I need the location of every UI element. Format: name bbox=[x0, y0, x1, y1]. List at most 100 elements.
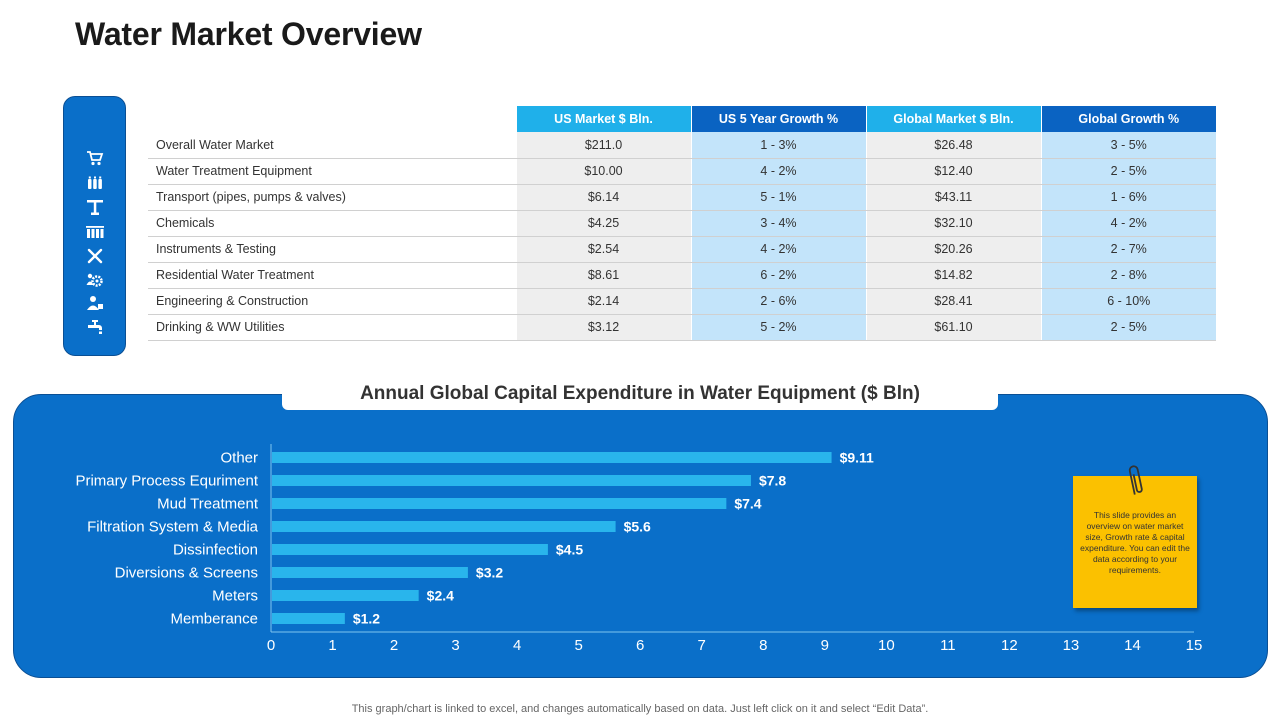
cart-icon bbox=[84, 149, 106, 167]
chart-title: Annual Global Capital Expenditure in Wat… bbox=[282, 377, 998, 410]
x-tick-label: 2 bbox=[390, 637, 398, 654]
row-label: Water Treatment Equipment bbox=[148, 158, 516, 185]
data-label: $7.8 bbox=[759, 473, 786, 489]
row-label: Engineering & Construction bbox=[148, 288, 516, 315]
header-us-market: US Market $ Bln. bbox=[515, 106, 691, 132]
paperclip-icon bbox=[1128, 465, 1143, 495]
category-label: Filtration System & Media bbox=[87, 519, 259, 536]
cell-us-market: $10.00 bbox=[515, 158, 691, 185]
cell-us-growth: 4 - 2% bbox=[690, 158, 866, 185]
category-label: Mud Treatment bbox=[157, 496, 259, 513]
table-header-row: US Market $ Bln. US 5 Year Growth % Glob… bbox=[148, 106, 1216, 132]
x-tick-label: 6 bbox=[636, 637, 644, 654]
x-tick-label: 1 bbox=[328, 637, 336, 654]
header-global-market: Global Market $ Bln. bbox=[865, 106, 1041, 132]
row-label: Instruments & Testing bbox=[148, 236, 516, 263]
x-tick-label: 4 bbox=[513, 637, 521, 654]
x-tick-label: 8 bbox=[759, 637, 767, 654]
category-label: Diversions & Screens bbox=[115, 565, 258, 582]
cell-global-market: $12.40 bbox=[865, 158, 1041, 185]
row-label: Overall Water Market bbox=[148, 132, 516, 159]
cell-us-market: $211.0 bbox=[515, 132, 691, 159]
row-label: Transport (pipes, pumps & valves) bbox=[148, 184, 516, 211]
table-row: Drinking & WW Utilities $3.12 5 - 2% $61… bbox=[148, 314, 1216, 341]
x-tick-label: 7 bbox=[698, 637, 706, 654]
cell-global-growth: 2 - 8% bbox=[1040, 262, 1216, 289]
x-tick-label: 14 bbox=[1124, 637, 1141, 654]
cell-global-growth: 1 - 6% bbox=[1040, 184, 1216, 211]
x-tick-label: 5 bbox=[574, 637, 582, 654]
data-label: $5.6 bbox=[624, 519, 651, 535]
cell-us-growth: 2 - 6% bbox=[690, 288, 866, 315]
category-label: Other bbox=[220, 450, 258, 467]
bar bbox=[272, 613, 345, 624]
icon-sidebar bbox=[63, 96, 126, 356]
page-title: Water Market Overview bbox=[75, 16, 422, 52]
water-market-table: US Market $ Bln. US 5 Year Growth % Glob… bbox=[148, 106, 1216, 341]
cell-global-growth: 3 - 5% bbox=[1040, 132, 1216, 159]
cell-global-market: $20.26 bbox=[865, 236, 1041, 263]
tools-icon bbox=[84, 247, 106, 265]
table-row: Water Treatment Equipment $10.00 4 - 2% … bbox=[148, 158, 1216, 185]
cell-us-market: $2.54 bbox=[515, 236, 691, 263]
cell-us-market: $6.14 bbox=[515, 184, 691, 211]
bar bbox=[272, 521, 616, 532]
data-label: $7.4 bbox=[734, 496, 761, 512]
x-tick-label: 11 bbox=[940, 637, 956, 654]
row-label: Chemicals bbox=[148, 210, 516, 237]
table-row: Instruments & Testing $2.54 4 - 2% $20.2… bbox=[148, 236, 1216, 263]
bar bbox=[272, 567, 468, 578]
bar bbox=[272, 544, 548, 555]
cell-global-growth: 2 - 5% bbox=[1040, 158, 1216, 185]
gear-person-icon bbox=[84, 271, 106, 289]
table-row: Overall Water Market $211.0 1 - 3% $26.4… bbox=[148, 132, 1216, 159]
x-tick-label: 13 bbox=[1063, 637, 1080, 654]
cell-us-market: $3.12 bbox=[515, 314, 691, 341]
sticky-note: This slide provides an overview on water… bbox=[1073, 476, 1197, 608]
bottles-icon bbox=[84, 174, 106, 192]
x-tick-label: 0 bbox=[267, 637, 275, 654]
x-tick-label: 12 bbox=[1001, 637, 1018, 654]
category-label: Meters bbox=[212, 588, 258, 605]
cell-global-growth: 6 - 10% bbox=[1040, 288, 1216, 315]
cell-global-growth: 2 - 5% bbox=[1040, 314, 1216, 341]
cell-global-market: $28.41 bbox=[865, 288, 1041, 315]
x-tick-label: 3 bbox=[451, 637, 459, 654]
data-label: $3.2 bbox=[476, 565, 503, 581]
cell-us-growth: 6 - 2% bbox=[690, 262, 866, 289]
footer-note: This graph/chart is linked to excel, and… bbox=[351, 703, 929, 715]
table-row: Residential Water Treatment $8.61 6 - 2%… bbox=[148, 262, 1216, 289]
cell-us-growth: 5 - 2% bbox=[690, 314, 866, 341]
cell-global-market: $14.82 bbox=[865, 262, 1041, 289]
data-label: $4.5 bbox=[556, 542, 583, 558]
cell-us-growth: 5 - 1% bbox=[690, 184, 866, 211]
cell-global-market: $32.10 bbox=[865, 210, 1041, 237]
filters-icon bbox=[84, 223, 106, 241]
pipe-valve-icon bbox=[84, 198, 106, 216]
category-label: Dissinfection bbox=[173, 542, 258, 559]
category-label: Memberance bbox=[170, 611, 258, 628]
row-label: Residential Water Treatment bbox=[148, 262, 516, 289]
cell-global-market: $26.48 bbox=[865, 132, 1041, 159]
data-label: $2.4 bbox=[427, 588, 454, 604]
cell-us-growth: 3 - 4% bbox=[690, 210, 866, 237]
header-us-growth: US 5 Year Growth % bbox=[690, 106, 866, 132]
data-label: $9.11 bbox=[840, 450, 874, 466]
cell-global-market: $61.10 bbox=[865, 314, 1041, 341]
header-global-growth: Global Growth % bbox=[1040, 106, 1216, 132]
bar bbox=[272, 475, 751, 486]
x-tick-label: 10 bbox=[878, 637, 895, 654]
x-tick-label: 9 bbox=[821, 637, 829, 654]
cell-global-market: $43.11 bbox=[865, 184, 1041, 211]
cell-global-growth: 2 - 7% bbox=[1040, 236, 1216, 263]
bar bbox=[272, 498, 727, 509]
row-label: Drinking & WW Utilities bbox=[148, 314, 516, 341]
cell-us-market: $8.61 bbox=[515, 262, 691, 289]
category-label: Primary Process Equriment bbox=[75, 473, 258, 490]
table-row: Engineering & Construction $2.14 2 - 6% … bbox=[148, 288, 1216, 315]
data-label: $1.2 bbox=[353, 611, 380, 627]
chart-panel bbox=[13, 394, 1268, 678]
cell-us-market: $2.14 bbox=[515, 288, 691, 315]
x-tick-label: 15 bbox=[1186, 637, 1203, 654]
